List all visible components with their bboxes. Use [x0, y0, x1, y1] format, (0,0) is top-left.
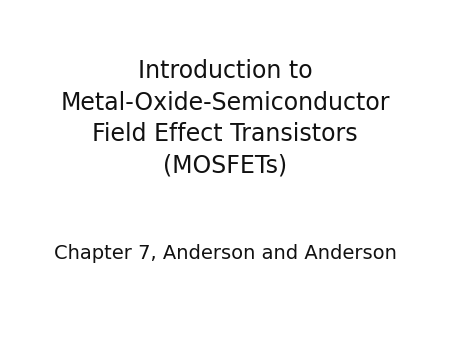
Text: Introduction to
Metal-Oxide-Semiconductor
Field Effect Transistors
(MOSFETs): Introduction to Metal-Oxide-Semiconducto… — [60, 59, 390, 178]
Text: Chapter 7, Anderson and Anderson: Chapter 7, Anderson and Anderson — [54, 244, 396, 263]
